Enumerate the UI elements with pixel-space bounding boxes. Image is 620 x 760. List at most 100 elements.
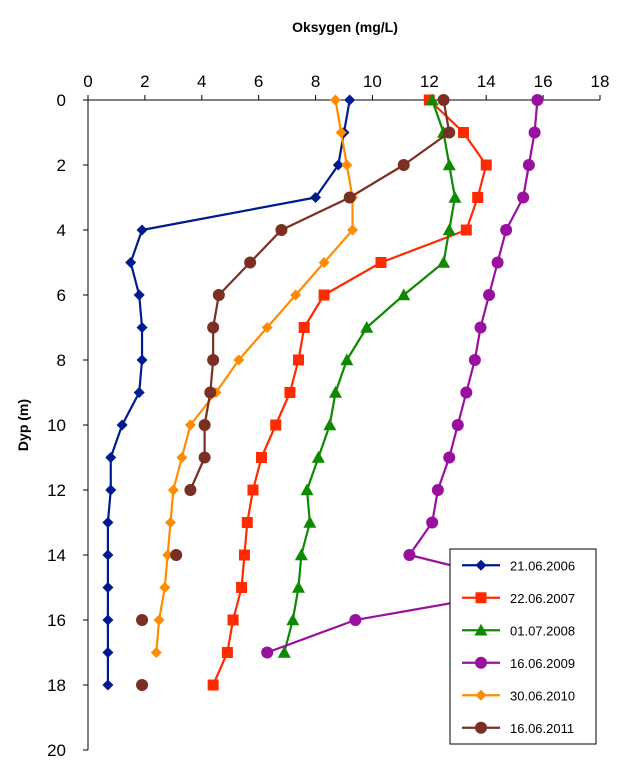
- series-30.06.2010: [150, 94, 359, 658]
- data-point: [460, 386, 473, 399]
- y-tick-label: 0: [57, 91, 66, 110]
- data-point: [347, 224, 359, 236]
- data-point: [528, 126, 541, 139]
- data-point: [474, 321, 487, 334]
- y-tick-label: 12: [47, 481, 66, 500]
- series-16.06.2009: [261, 94, 547, 659]
- data-point: [105, 484, 117, 496]
- data-point: [397, 159, 410, 171]
- data-point: [198, 419, 211, 431]
- y-tick-label: 6: [57, 286, 66, 305]
- data-point: [425, 93, 439, 106]
- data-point: [437, 94, 450, 106]
- data-point: [153, 614, 165, 626]
- data-point: [303, 516, 317, 528]
- data-point: [270, 419, 282, 431]
- data-point: [318, 289, 330, 301]
- data-point: [451, 419, 464, 431]
- legend-item: 16.06.2011: [462, 721, 574, 736]
- data-point: [102, 517, 114, 528]
- series-line: [155, 99, 354, 653]
- data-point: [318, 257, 330, 268]
- data-point: [133, 289, 145, 301]
- data-point: [136, 224, 148, 236]
- data-point: [204, 386, 217, 399]
- y-tick-label: 8: [57, 351, 66, 370]
- data-point: [167, 484, 179, 496]
- legend-swatch-marker: [475, 721, 487, 734]
- data-point: [256, 452, 268, 463]
- y-tick-label: 4: [57, 221, 66, 240]
- y-tick-label: 16: [47, 611, 66, 630]
- x-tick-label: 18: [591, 72, 610, 91]
- data-point: [310, 192, 322, 203]
- legend-swatch-marker: [475, 592, 487, 604]
- data-point: [102, 582, 114, 593]
- legend-swatch-marker: [475, 689, 487, 701]
- data-point: [244, 256, 257, 269]
- data-point: [133, 387, 145, 398]
- data-point: [286, 613, 300, 626]
- data-point: [236, 582, 248, 593]
- legend-label: 16.06.2009: [510, 656, 575, 671]
- series-line: [212, 99, 488, 686]
- data-point: [443, 126, 456, 139]
- data-point: [184, 419, 196, 431]
- data-point: [443, 451, 456, 464]
- data-point: [233, 354, 245, 366]
- data-point: [261, 322, 273, 333]
- data-point: [159, 582, 171, 593]
- data-point: [238, 549, 250, 561]
- y-tick-label: 14: [47, 546, 66, 565]
- data-point: [207, 354, 220, 366]
- legend: 21.06.2006 22.06.2007 01.07.2008 16.06.2009…: [449, 548, 597, 745]
- legend-item: 16.06.2009: [462, 656, 575, 671]
- data-point: [102, 647, 114, 658]
- data-point: [457, 127, 469, 138]
- data-point: [294, 548, 308, 561]
- y-axis-title: Dyp (m): [15, 399, 31, 451]
- data-point: [300, 483, 314, 496]
- data-point: [328, 386, 342, 398]
- x-axis-title: Oksygen (mg/L): [292, 19, 398, 35]
- data-point: [517, 191, 530, 204]
- x-tick-label: 0: [83, 72, 92, 91]
- data-point: [227, 614, 239, 626]
- data-point: [341, 159, 353, 171]
- series-16.06.2011: [136, 94, 456, 691]
- data-point: [136, 614, 149, 626]
- data-point: [275, 224, 288, 236]
- data-point: [437, 256, 451, 268]
- data-point: [207, 321, 220, 334]
- data-point: [125, 257, 137, 268]
- series-layer: [102, 93, 547, 691]
- series-01.07.2008: [277, 93, 462, 658]
- data-point: [311, 451, 325, 463]
- data-point: [241, 517, 253, 528]
- series-line: [283, 99, 457, 653]
- data-point: [500, 224, 513, 236]
- data-point: [335, 127, 347, 138]
- y-tick-label: 20: [47, 741, 66, 760]
- data-point: [472, 192, 484, 203]
- legend-label: 22.06.2007: [510, 591, 575, 606]
- legend-swatch-marker: [475, 559, 487, 571]
- data-point: [247, 484, 259, 496]
- x-tick-label: 10: [363, 72, 382, 91]
- y-axis: 0 2 4 6 8 10 12 14 16 18 20: [47, 91, 89, 760]
- x-tick-label: 4: [197, 72, 206, 91]
- data-point: [491, 256, 504, 269]
- data-point: [448, 191, 462, 203]
- x-tick-label: 14: [477, 72, 496, 91]
- legend-label: 30.06.2010: [510, 688, 575, 703]
- data-point: [221, 647, 233, 658]
- data-point: [284, 387, 296, 398]
- x-axis: 0 2 4 6 8 10 12 14 16 18: [83, 72, 610, 101]
- data-point: [277, 646, 291, 658]
- data-point: [375, 257, 387, 268]
- legend-box: [449, 548, 597, 745]
- x-tick-label: 2: [140, 72, 149, 91]
- data-point: [102, 679, 114, 691]
- data-point: [344, 94, 356, 106]
- legend-swatch-marker: [474, 623, 488, 636]
